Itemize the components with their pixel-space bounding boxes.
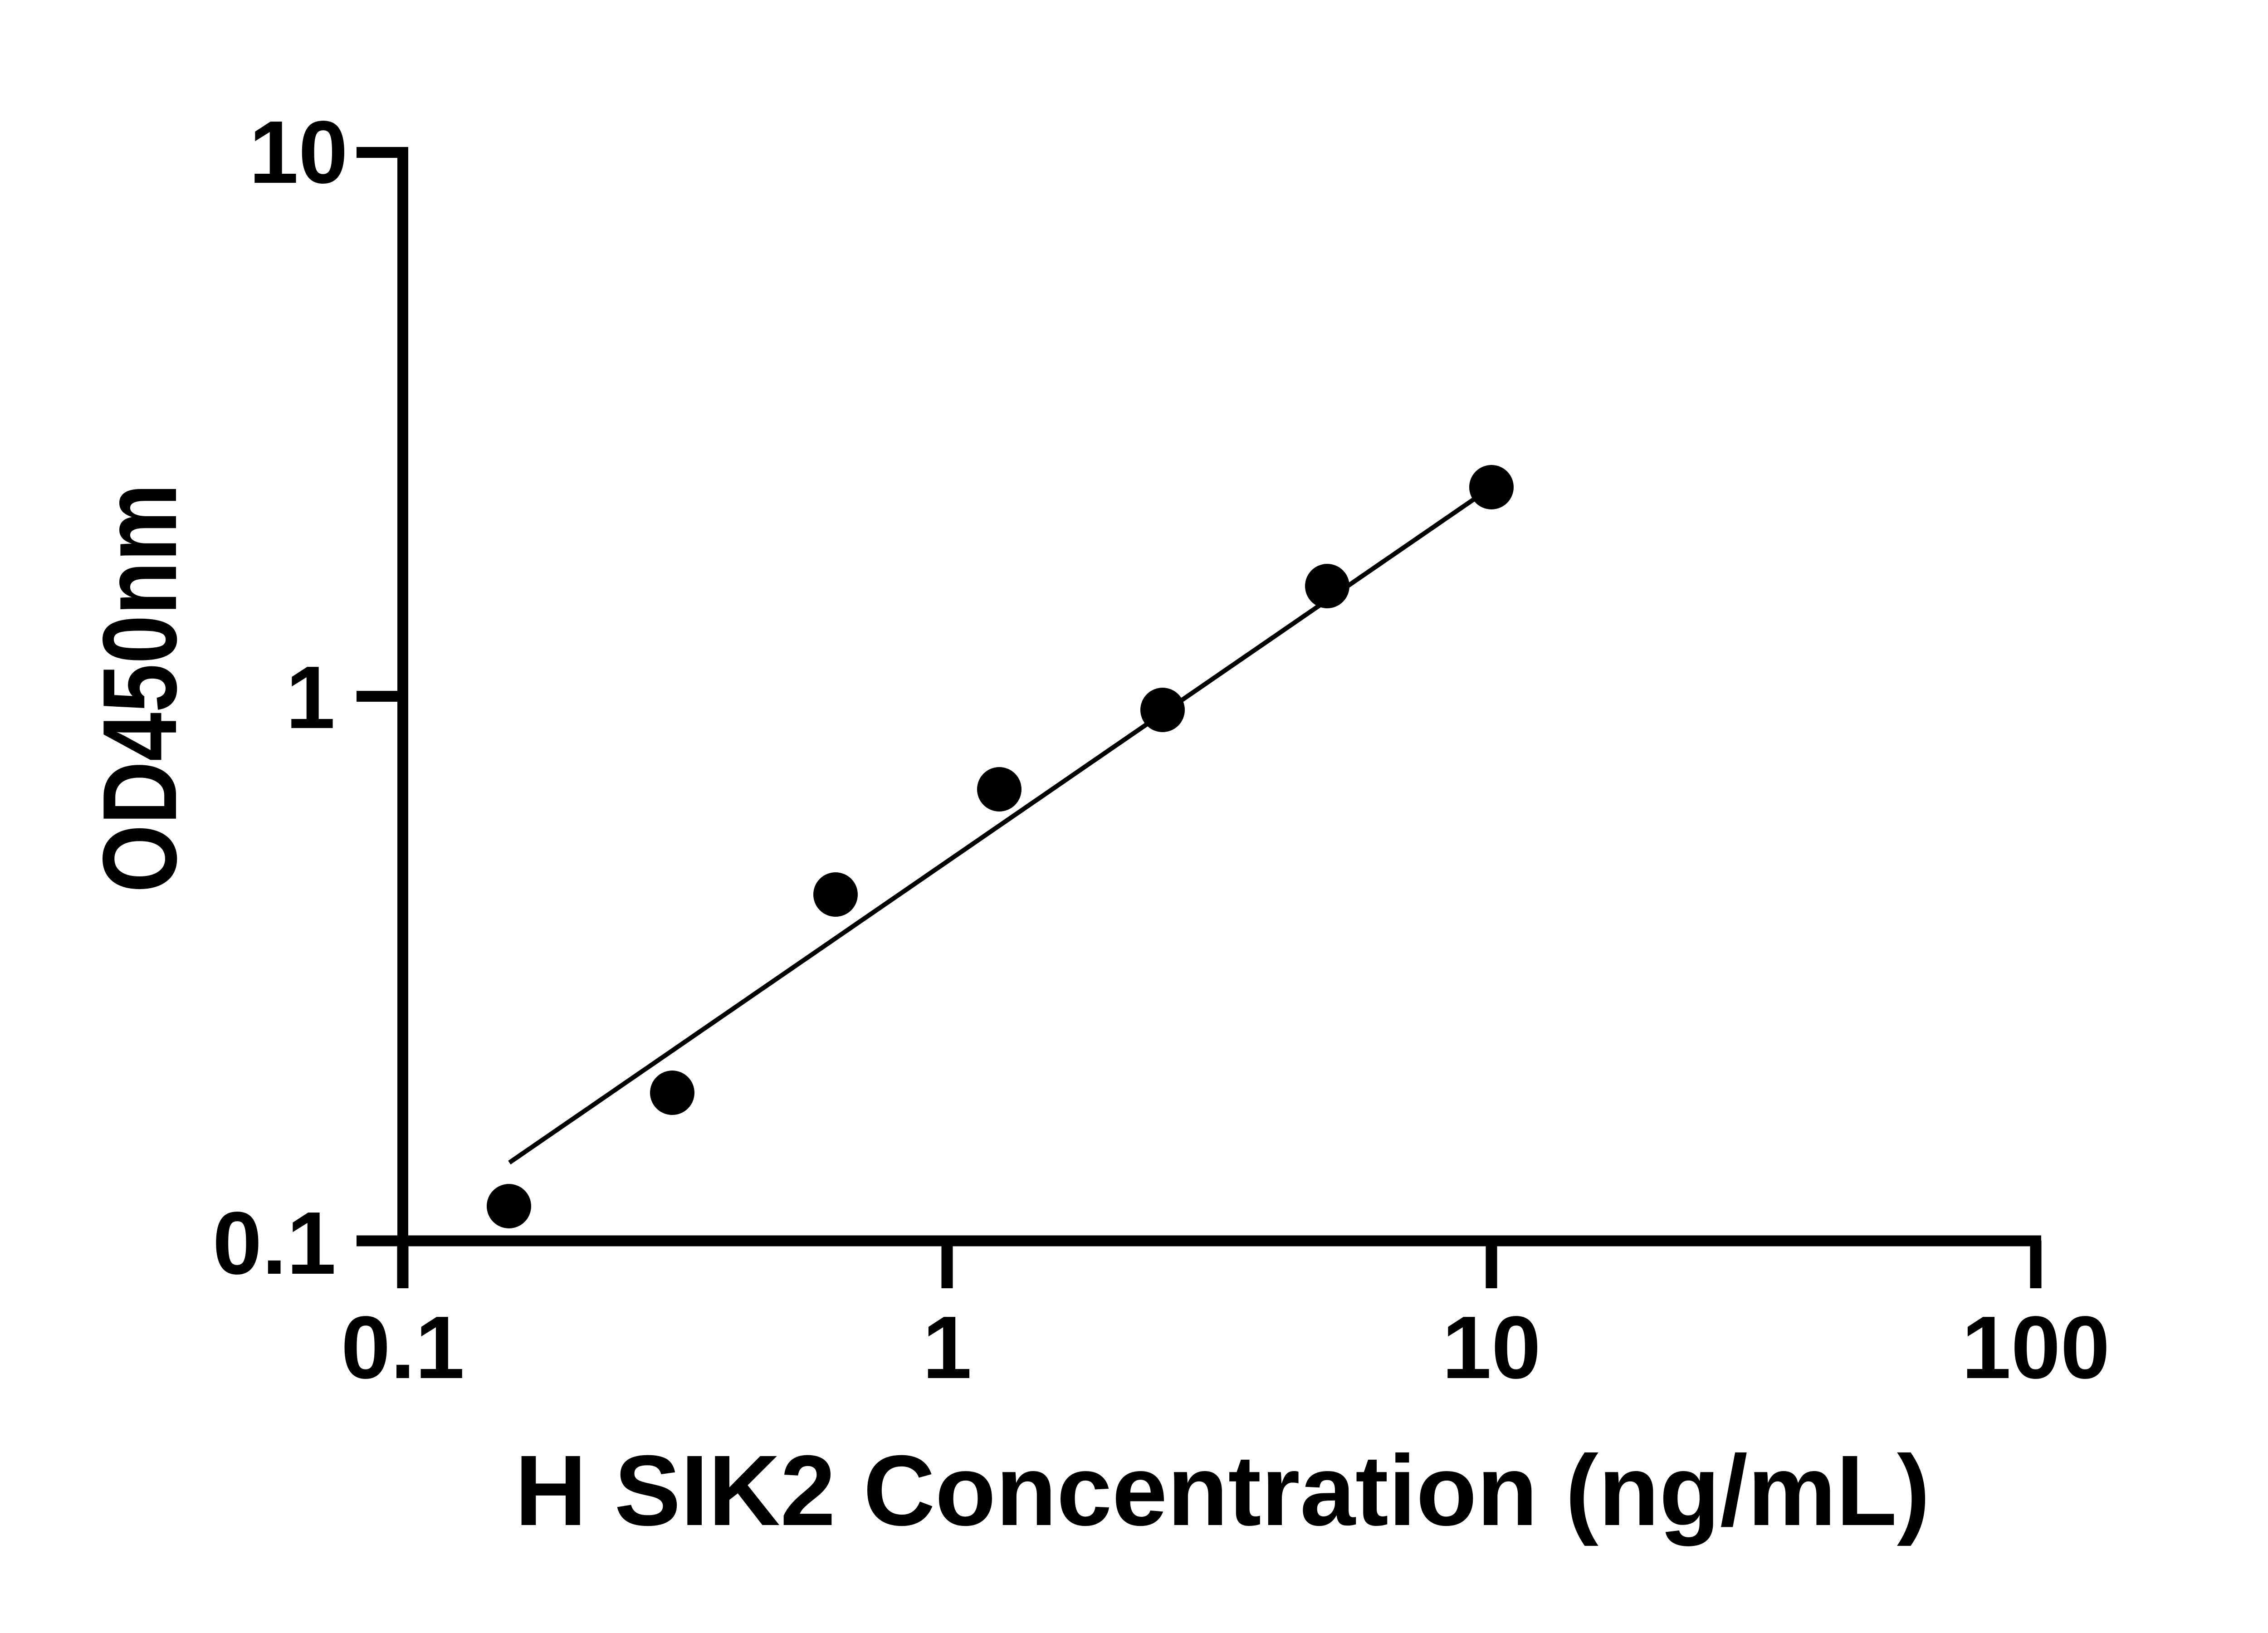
svg-text:10: 10 <box>249 103 348 202</box>
svg-text:1: 1 <box>922 1298 972 1397</box>
svg-text:1: 1 <box>286 648 335 747</box>
svg-text:OD450nm: OD450nm <box>81 484 199 893</box>
svg-text:0.1: 0.1 <box>213 1193 336 1293</box>
svg-text:H SIK2 Concentration (ng/mL): H SIK2 Concentration (ng/mL) <box>515 1434 1930 1546</box>
svg-text:10: 10 <box>1442 1298 1541 1397</box>
svg-text:100: 100 <box>1961 1298 2110 1397</box>
svg-text:0.1: 0.1 <box>341 1298 464 1397</box>
